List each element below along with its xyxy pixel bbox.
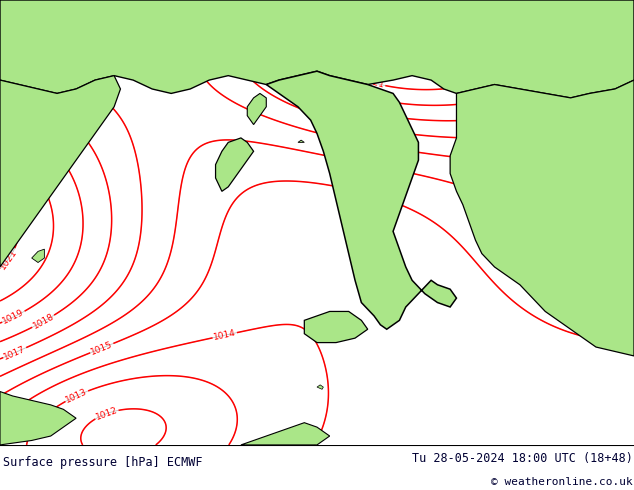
Polygon shape — [216, 138, 254, 191]
Text: © weatheronline.co.uk: © weatheronline.co.uk — [491, 477, 633, 487]
Text: Tu 28-05-2024 18:00 UTC (18+48): Tu 28-05-2024 18:00 UTC (18+48) — [412, 452, 633, 465]
Text: 1012: 1012 — [94, 406, 119, 422]
Polygon shape — [304, 312, 368, 343]
Text: 1015: 1015 — [89, 340, 114, 357]
Polygon shape — [317, 385, 323, 389]
Text: 1022: 1022 — [391, 64, 415, 75]
Text: 1017: 1017 — [3, 344, 27, 361]
Polygon shape — [32, 249, 44, 263]
Polygon shape — [0, 75, 120, 267]
Polygon shape — [241, 423, 330, 445]
Text: 1017: 1017 — [489, 157, 512, 168]
Polygon shape — [0, 0, 634, 98]
Text: 1021: 1021 — [0, 247, 19, 271]
Polygon shape — [450, 80, 634, 356]
Polygon shape — [247, 94, 266, 124]
Text: 1018: 1018 — [31, 312, 56, 331]
Polygon shape — [266, 71, 456, 329]
Text: 1016: 1016 — [332, 152, 356, 166]
Text: 1019: 1019 — [380, 111, 404, 123]
Polygon shape — [0, 392, 76, 445]
Polygon shape — [298, 140, 304, 143]
Text: 1013: 1013 — [64, 387, 89, 405]
Text: 1016: 1016 — [37, 18, 61, 31]
Text: 1020: 1020 — [333, 83, 358, 99]
Text: 1019: 1019 — [1, 308, 26, 326]
Text: 1014: 1014 — [212, 328, 237, 342]
Text: 1017: 1017 — [618, 15, 634, 39]
Text: 1020: 1020 — [1, 145, 25, 165]
Text: 1021: 1021 — [361, 75, 385, 90]
Text: 1018: 1018 — [342, 118, 366, 132]
Text: Surface pressure [hPa] ECMWF: Surface pressure [hPa] ECMWF — [3, 456, 203, 468]
